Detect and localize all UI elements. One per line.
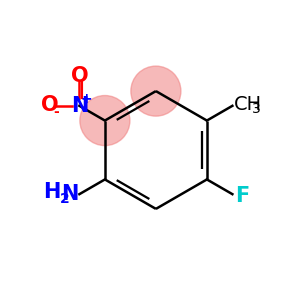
Text: N: N <box>71 96 88 116</box>
Text: H: H <box>43 182 60 202</box>
Text: -: - <box>53 105 59 119</box>
Text: O: O <box>70 66 88 86</box>
Text: N: N <box>61 184 79 204</box>
Circle shape <box>131 66 181 116</box>
Text: CH: CH <box>234 95 262 114</box>
Circle shape <box>80 95 130 146</box>
Text: 3: 3 <box>252 102 261 116</box>
Text: O: O <box>41 95 59 115</box>
Text: +: + <box>81 92 93 106</box>
Text: 2: 2 <box>60 193 70 206</box>
Text: F: F <box>235 186 249 206</box>
